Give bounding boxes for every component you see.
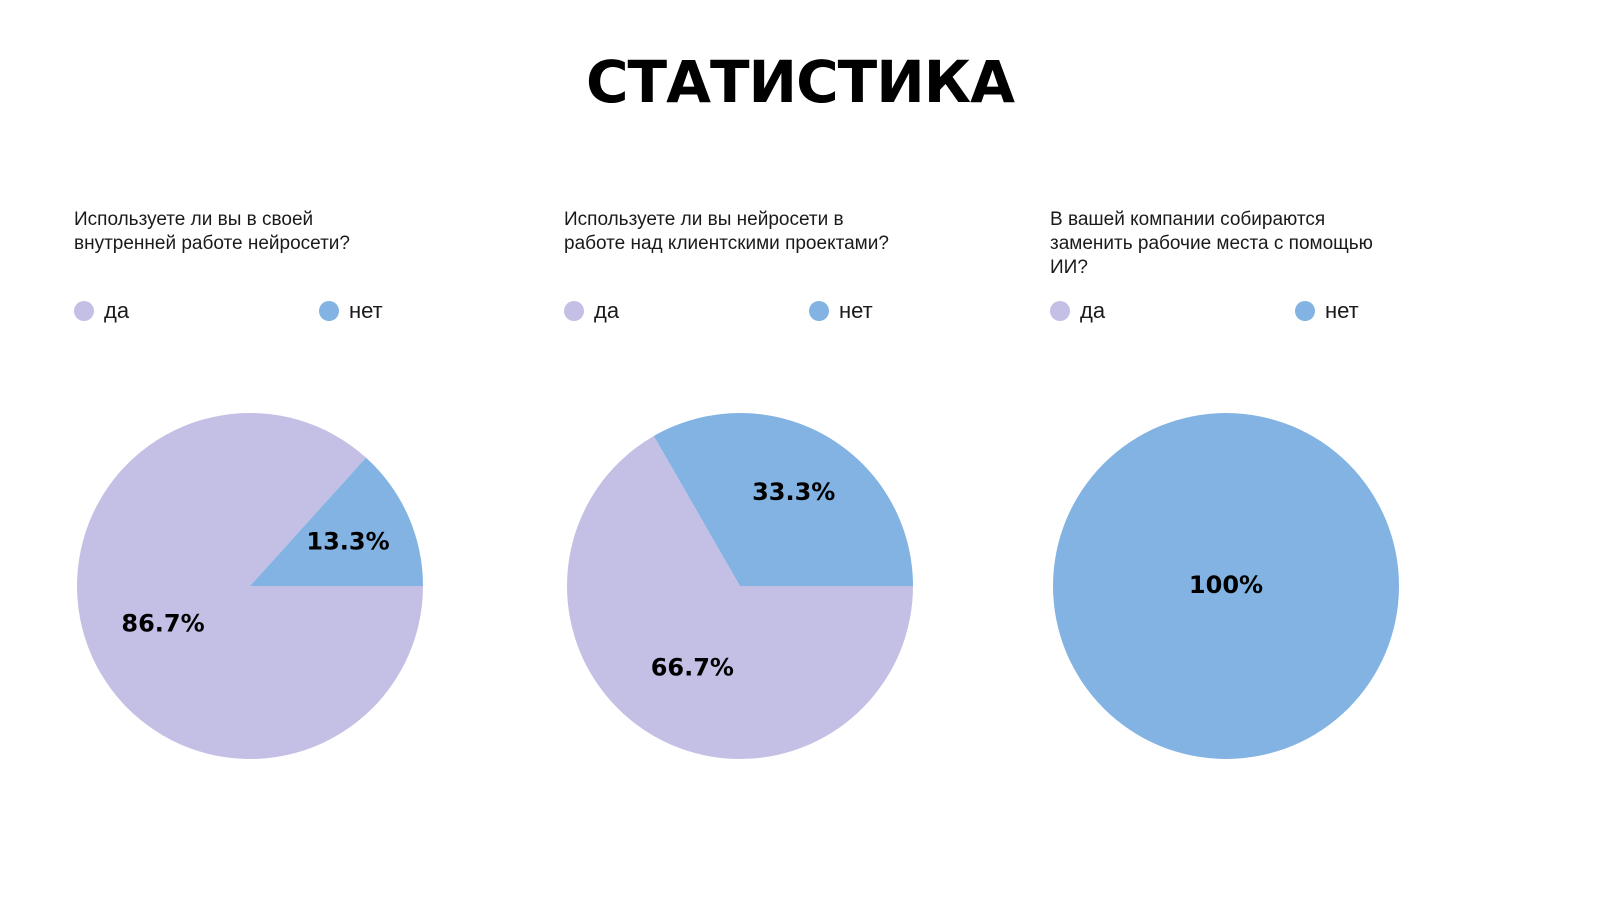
legend-label-yes: да <box>1080 298 1106 323</box>
chart-legend: да нет <box>1050 296 1430 326</box>
pie-plot: 33.3% 66.7% <box>567 413 913 759</box>
pie-plot: 100% <box>1053 413 1399 759</box>
pie-slice-no <box>250 457 423 586</box>
legend-item-yes: да <box>1050 296 1105 326</box>
legend-item-no: нет <box>809 296 873 326</box>
pie-slice-yes <box>567 435 913 759</box>
pie-label-yes: 86.7% <box>121 610 204 638</box>
pie-label-no: 33.3% <box>752 478 835 506</box>
legend-item-no: нет <box>319 296 383 326</box>
legend-label-yes: да <box>104 298 130 323</box>
pie-chart-client-projects: Используете ли вы нейросети в работе над… <box>564 208 944 788</box>
pie-slice-yes <box>76 412 423 759</box>
pie-plot: 13.3% 86.7% <box>76 412 423 759</box>
legend-dot-yes-icon <box>74 301 94 321</box>
chart-legend: да нет <box>74 296 454 326</box>
legend-dot-no-icon <box>319 301 339 321</box>
legend-item-yes: да <box>564 296 619 326</box>
legend-label-no: нет <box>1325 298 1359 323</box>
legend-item-yes: да <box>74 296 129 326</box>
pie-label-yes: 66.7% <box>651 653 734 681</box>
legend-dot-no-icon <box>809 301 829 321</box>
chart-question: Используете ли вы в своей внутренней раб… <box>74 209 350 254</box>
legend-dot-yes-icon <box>564 301 584 321</box>
pie-chart-internal-use: Используете ли вы в своей внутренней раб… <box>74 208 454 788</box>
legend-item-no: нет <box>1295 296 1359 326</box>
pie-chart-replace-jobs: В вашей компании собираются заменить раб… <box>1050 208 1430 788</box>
chart-legend: да нет <box>564 296 944 326</box>
legend-dot-yes-icon <box>1050 301 1070 321</box>
pie-label-no: 13.3% <box>306 527 389 555</box>
page-title: СТАТИСТИКА <box>585 48 1015 116</box>
legend-label-yes: да <box>594 298 620 323</box>
chart-question: Используете ли вы нейросети в работе над… <box>564 209 889 254</box>
chart-question: В вашей компании собираются заменить раб… <box>1050 209 1373 278</box>
pie-slice-no <box>653 413 913 586</box>
legend-label-no: нет <box>349 298 383 323</box>
pie-label-no: 100% <box>1189 571 1263 599</box>
pie-slice-no <box>1053 413 1399 759</box>
legend-label-no: нет <box>839 298 873 323</box>
legend-dot-no-icon <box>1295 301 1315 321</box>
